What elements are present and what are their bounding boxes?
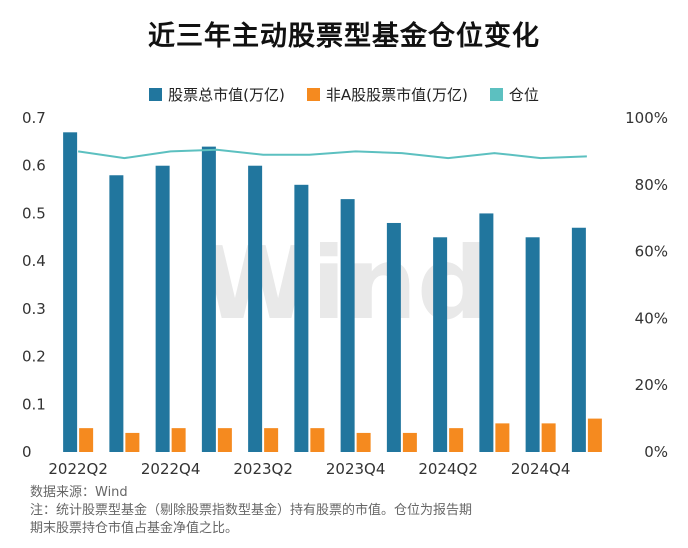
line-group [77,148,587,160]
left-tick-label: 0.4 [22,252,46,270]
right-tick-label: 60% [635,243,668,261]
left-tick-label: 0.1 [22,395,46,413]
bar-total-2023Q3 [294,184,309,453]
note-line-1: 注：统计股票型基金（剔除股票指数型基金）持有股票的市值。仓位为报告期 [30,503,473,518]
legend-swatch-non-a [306,88,320,101]
bar-total-2022Q3 [109,175,124,452]
legend-swatch-total [149,88,163,101]
x-axis: 2022Q2 2022Q4 2023Q2 2023Q4 2024Q2 2024Q4 [48,460,570,478]
legend-label-non-a: 非A股股票市值(万亿) [325,86,468,104]
left-tick-label: 0.6 [22,157,46,175]
left-tick-label: 0 [22,443,32,461]
legend-label-position: 仓位 [508,86,539,104]
bar-total-2024Q2 [433,237,448,452]
chart-title: 近三年主动股票型基金仓位变化 [148,21,540,52]
bar-non-a-2023Q2 [264,428,279,452]
line-position [77,148,587,160]
legend: 股票总市值(万亿) 非A股股票市值(万亿) 仓位 [0,84,688,105]
legend-item-position: 仓位 [489,84,539,105]
bar-total-2025Q1 [571,227,586,452]
right-axis: 0% 20% 40% 60% 80% 100% [625,109,668,461]
footnote: 数据来源：Wind 注：统计股票型基金（剔除股票指数型基金）持有股票的市值。仓位… [30,484,670,538]
x-tick-label: 2023Q2 [233,460,293,478]
bar-non-a-2024Q3 [495,423,510,452]
x-tick-label: 2024Q2 [418,460,478,478]
bar-non-a-2022Q3 [125,432,140,452]
legend-label-total: 股票总市值(万亿) [168,86,285,104]
bar-total-2024Q1 [386,222,401,452]
left-tick-label: 0.5 [22,204,46,222]
x-tick-label: 2024Q4 [511,460,571,478]
right-tick-label: 0% [644,443,668,461]
x-tick-label: 2022Q2 [48,460,108,478]
legend-item-total: 股票总市值(万亿) [149,84,285,105]
bar-non-a-2024Q2 [449,428,464,452]
source-text: 数据来源：Wind [30,485,128,500]
right-tick-label: 40% [635,309,668,327]
bars-group [63,132,602,453]
left-tick-label: 0.2 [22,348,46,366]
bar-total-2024Q3 [479,213,494,452]
bar-non-a-2025Q1 [587,418,602,452]
legend-swatch-position [489,88,503,101]
note-line-2: 期末股票持仓市值占基金净值之比。 [30,521,239,536]
bar-total-2022Q2 [63,132,78,453]
left-axis: 0 0.1 0.2 0.3 0.4 0.5 0.6 0.7 [22,109,46,461]
bar-total-2023Q4 [340,199,355,452]
legend-item-non-a: 非A股股票市值(万亿) [306,84,468,105]
x-tick-label: 2022Q4 [141,460,201,478]
bar-total-2024Q4 [525,237,540,452]
bar-non-a-2023Q4 [356,432,371,452]
bar-total-2022Q4 [155,165,170,452]
left-tick-label: 0.3 [22,300,46,318]
x-tick-label: 2023Q4 [326,460,386,478]
right-tick-label: 100% [625,109,668,127]
bar-total-2023Q2 [248,165,263,452]
bar-non-a-2023Q3 [310,428,325,452]
bar-non-a-2024Q4 [541,423,556,452]
left-tick-label: 0.7 [22,109,46,127]
bar-total-2023Q1 [201,146,216,452]
bar-non-a-2022Q2 [79,428,94,452]
bar-non-a-2024Q1 [402,432,417,452]
right-tick-label: 20% [635,376,668,394]
right-tick-label: 80% [635,176,668,194]
bar-non-a-2022Q4 [171,428,186,452]
bar-non-a-2023Q1 [217,428,232,452]
